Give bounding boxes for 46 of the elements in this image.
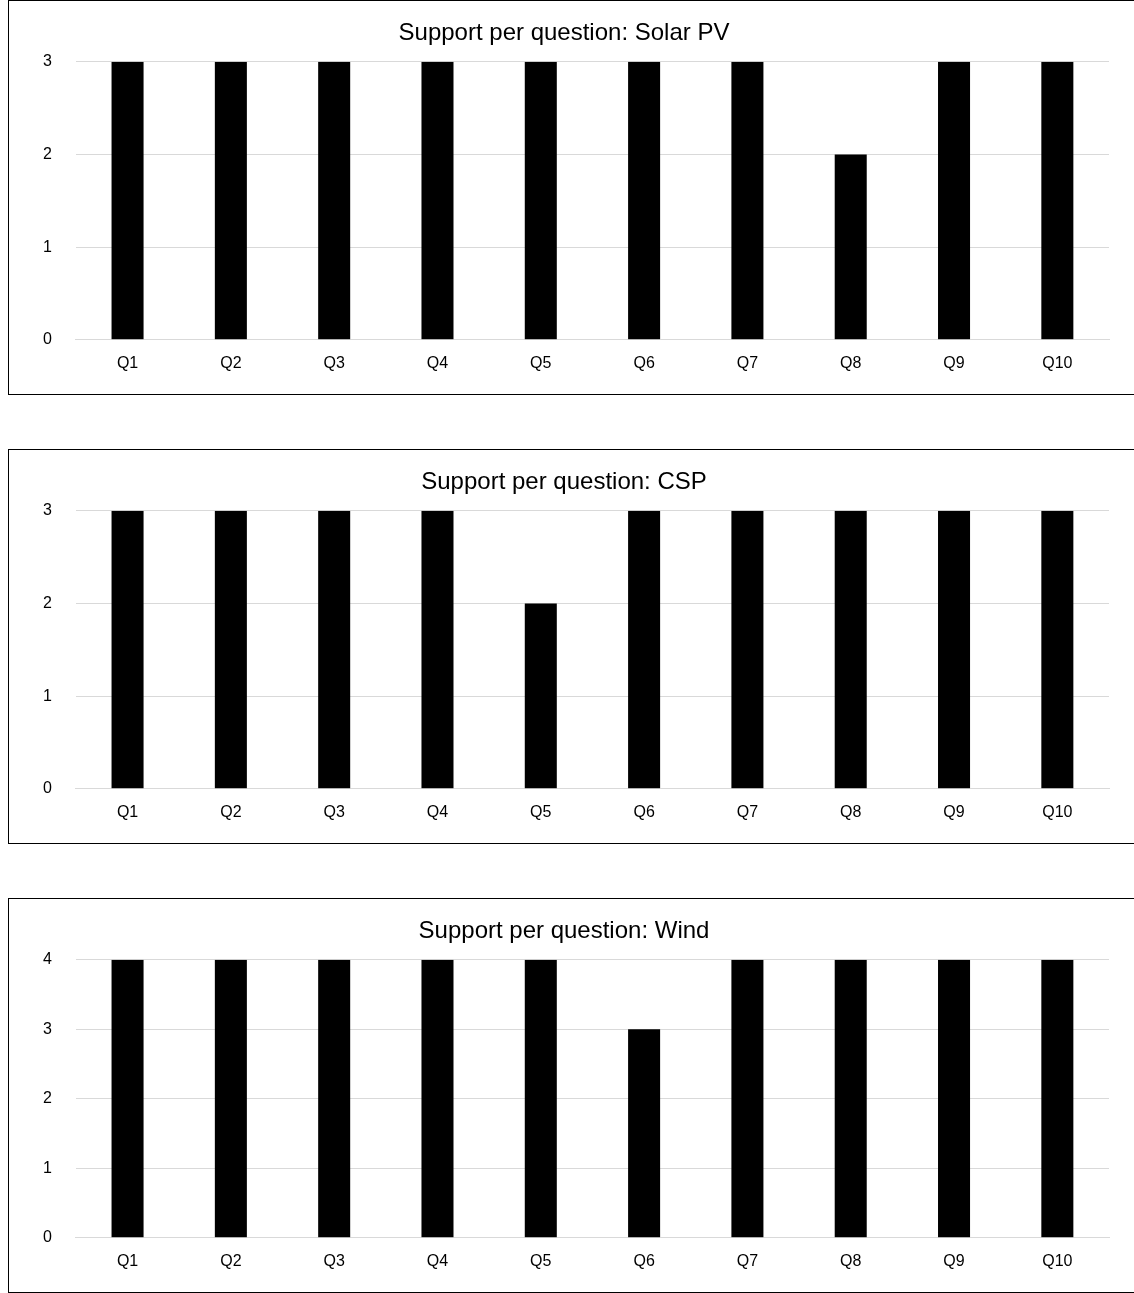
y-tick-label: 1 <box>42 686 52 704</box>
x-tick-label: Q1 <box>116 353 139 371</box>
x-tick-label: Q8 <box>840 802 862 820</box>
y-tick-label: 0 <box>42 330 52 348</box>
x-tick-label: Q7 <box>736 1251 759 1269</box>
x-tick-label: Q5 <box>530 802 552 820</box>
y-tick-label: 0 <box>42 1228 52 1246</box>
x-tick-label: Q1 <box>116 802 139 820</box>
x-tick-label: Q4 <box>426 1251 449 1269</box>
x-tick-label: Q4 <box>426 802 449 820</box>
x-tick-label: Q9 <box>943 802 965 820</box>
chart-title: Support per question: CSP <box>421 467 707 495</box>
x-tick-label: Q10 <box>1042 1251 1073 1269</box>
y-tick-label: 3 <box>42 1019 52 1037</box>
x-tick-label: Q4 <box>426 353 449 371</box>
x-tick-label: Q5 <box>530 1251 552 1269</box>
x-tick-label: Q1 <box>116 1251 139 1269</box>
y-tick-label: 2 <box>42 593 52 611</box>
x-tick-label: Q7 <box>736 802 759 820</box>
x-tick-label: Q6 <box>633 353 655 371</box>
x-tick-label: Q3 <box>323 802 345 820</box>
y-tick-label: 0 <box>42 779 52 797</box>
x-tick-label: Q6 <box>633 802 655 820</box>
x-tick-label: Q2 <box>220 1251 242 1269</box>
y-tick-label: 4 <box>42 950 52 968</box>
y-tick-label: 2 <box>42 144 52 162</box>
x-tick-label: Q8 <box>840 1251 862 1269</box>
y-tick-label: 1 <box>42 1158 52 1176</box>
y-tick-label: 3 <box>42 52 52 70</box>
x-tick-label: Q2 <box>220 802 242 820</box>
x-tick-label: Q9 <box>943 353 965 371</box>
x-tick-label: Q10 <box>1042 353 1073 371</box>
x-tick-label: Q7 <box>736 353 759 371</box>
chart-title: Support per question: Wind <box>418 916 710 944</box>
y-tick-label: 2 <box>42 1089 52 1107</box>
y-tick-label: 3 <box>42 501 52 519</box>
x-tick-label: Q8 <box>840 353 862 371</box>
x-tick-label: Q6 <box>633 1251 655 1269</box>
x-tick-label: Q9 <box>943 1251 965 1269</box>
x-tick-label: Q5 <box>530 353 552 371</box>
x-tick-label: Q3 <box>323 1251 345 1269</box>
x-tick-label: Q10 <box>1042 802 1073 820</box>
x-tick-label: Q3 <box>323 353 345 371</box>
x-tick-label: Q2 <box>220 353 242 371</box>
chart-title: Support per question: Solar PV <box>398 18 730 46</box>
y-tick-label: 1 <box>42 237 52 255</box>
